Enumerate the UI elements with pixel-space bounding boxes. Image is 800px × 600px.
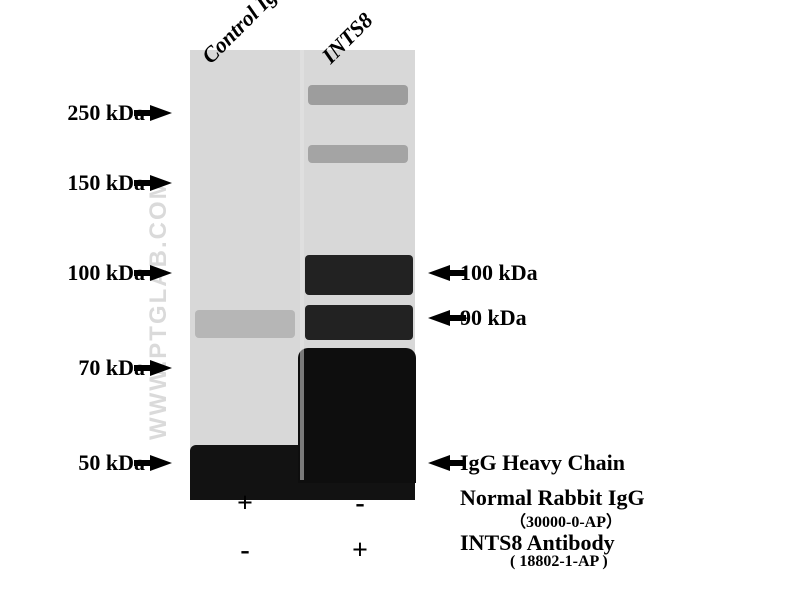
pm-row2-lane2: + — [345, 535, 375, 567]
band-ints8-100kda — [305, 255, 413, 295]
band-ints8-90kda — [305, 305, 413, 340]
band-control-90kda-faint — [195, 310, 295, 338]
band-ints8-highmw2 — [308, 145, 408, 163]
lane-divider — [300, 50, 304, 480]
band-ints8-lower-blob — [298, 348, 416, 483]
pm-row1-lane2: - — [345, 488, 375, 520]
mw-label-70: 70 kDa — [35, 355, 145, 381]
pm-row1-lane1: + — [230, 488, 260, 520]
right-label-100kda: 100 kDa — [460, 260, 538, 286]
mw-label-150: 150 kDa — [35, 170, 145, 196]
mw-label-50: 50 kDa — [35, 450, 145, 476]
mw-label-100: 100 kDa — [35, 260, 145, 286]
label-normal-cat: （30000-0-AP） — [510, 508, 622, 532]
right-label-90kda: 90 kDa — [460, 305, 527, 331]
pm-row2-lane1: - — [230, 535, 260, 567]
mw-label-250: 250 kDa — [35, 100, 145, 126]
watermark-text: WWW.PTGLAB.COM — [145, 177, 173, 440]
western-blot-image — [190, 50, 415, 480]
right-label-igG-heavy: IgG Heavy Chain — [460, 450, 625, 476]
band-ints8-highmw1 — [308, 85, 408, 105]
label-target-cat: ( 18802-1-AP ) — [510, 553, 608, 571]
figure-container: WWW.PTGLAB.COM Control IgG INTS8 250 kDa… — [0, 0, 800, 600]
